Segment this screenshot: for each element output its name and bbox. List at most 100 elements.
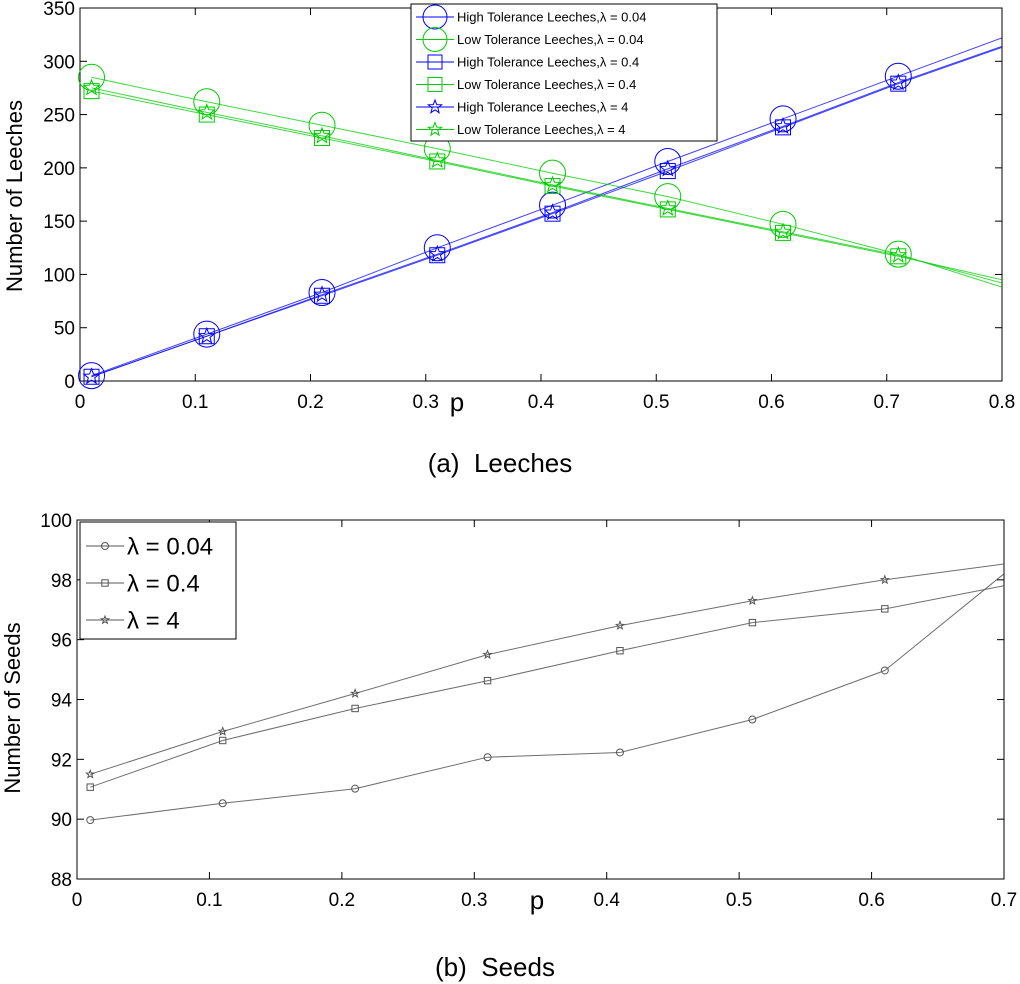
data-point xyxy=(769,105,797,133)
x-tick-label: 0.1 xyxy=(182,392,208,413)
y-tick-label: 250 xyxy=(43,106,75,127)
data-point xyxy=(881,605,889,613)
legend-marker xyxy=(426,121,444,137)
legend-marker xyxy=(427,77,443,92)
seeds-y-axis-label: Number of Seeds xyxy=(0,622,25,793)
y-tick-label: 96 xyxy=(51,631,72,652)
x-tick-label: 0.8 xyxy=(989,392,1015,413)
data-point xyxy=(78,63,106,91)
data-point xyxy=(543,175,562,193)
data-point xyxy=(83,83,100,100)
x-tick-label: 0.2 xyxy=(329,890,355,911)
data-point xyxy=(313,126,331,144)
y-tick-label: 98 xyxy=(51,571,72,592)
data-point xyxy=(429,153,446,170)
y-tick-label: 150 xyxy=(43,212,75,233)
data-point xyxy=(351,704,359,713)
legend-label: Low Tolerance Leeches,λ = 0.4 xyxy=(457,77,636,92)
data-point xyxy=(82,78,101,96)
data-point xyxy=(890,75,907,92)
data-point xyxy=(658,159,677,177)
data-point xyxy=(879,574,890,585)
legend-label: λ = 0.4 xyxy=(127,571,200,598)
series-line-5 xyxy=(91,45,1002,378)
data-point xyxy=(428,244,447,262)
data-point xyxy=(748,618,757,627)
x-tick-label: 0.2 xyxy=(297,392,323,413)
data-point xyxy=(423,234,451,262)
data-point xyxy=(884,62,912,90)
data-point xyxy=(774,116,792,134)
series-line-2 xyxy=(90,585,1004,788)
data-point xyxy=(308,111,336,139)
data-point xyxy=(218,799,227,808)
data-point xyxy=(85,768,96,779)
leeches-caption: (a) Leeches xyxy=(428,448,573,478)
data-point xyxy=(543,203,562,221)
data-point xyxy=(429,247,446,264)
data-point xyxy=(769,210,797,238)
y-tick-label: 300 xyxy=(43,52,75,73)
data-point xyxy=(775,224,792,241)
data-point xyxy=(889,245,908,263)
y-tick-label: 0 xyxy=(64,372,75,393)
data-point xyxy=(615,748,624,757)
data-point xyxy=(349,688,361,698)
data-point xyxy=(748,715,757,724)
legend-marker xyxy=(422,27,448,52)
data-point xyxy=(314,130,331,147)
series-line-1 xyxy=(90,573,1004,821)
y-tick-label: 100 xyxy=(43,265,75,286)
seeds-x-axis-label: p xyxy=(530,885,544,915)
data-point xyxy=(78,362,106,390)
legend-marker xyxy=(426,98,444,114)
data-point xyxy=(544,205,561,222)
data-point xyxy=(659,163,676,180)
series-line-6 xyxy=(91,87,1002,284)
y-tick-label: 50 xyxy=(54,319,75,340)
data-point xyxy=(86,816,95,825)
x-tick-label: 0.7 xyxy=(874,392,900,413)
data-point xyxy=(544,177,561,194)
data-point xyxy=(482,649,493,660)
data-point xyxy=(198,106,215,123)
legend-label: High Tolerance Leeches,λ = 0.4 xyxy=(457,55,639,70)
data-point xyxy=(654,183,682,211)
x-tick-label: 0.1 xyxy=(196,890,222,911)
y-tick-label: 94 xyxy=(51,691,73,712)
data-point xyxy=(539,191,567,219)
y-tick-label: 90 xyxy=(51,810,72,831)
legend-label: λ = 0.04 xyxy=(127,534,213,561)
y-tick-label: 92 xyxy=(51,750,72,771)
data-point xyxy=(775,119,792,136)
legend-marker xyxy=(101,579,109,587)
data-point xyxy=(880,666,889,675)
data-point xyxy=(616,647,624,655)
data-point xyxy=(483,753,492,762)
x-tick-label: 0.6 xyxy=(758,392,784,413)
data-point xyxy=(197,102,216,121)
x-tick-label: 0.4 xyxy=(594,890,621,911)
legend-marker xyxy=(422,4,448,30)
legend-label: High Tolerance Leeches,λ = 0.04 xyxy=(457,10,646,25)
legend-label: High Tolerance Leeches,λ = 4 xyxy=(457,100,628,115)
x-tick-label: 0.3 xyxy=(413,392,439,413)
y-tick-label: 350 xyxy=(43,0,75,20)
series-line-3 xyxy=(90,563,1004,775)
data-point xyxy=(193,320,221,348)
x-tick-label: 0 xyxy=(75,392,86,413)
legend-marker xyxy=(101,542,109,550)
data-point xyxy=(483,676,492,685)
data-point xyxy=(314,287,331,304)
data-point xyxy=(82,367,101,385)
series-line-2 xyxy=(91,76,1002,288)
x-tick-label: 0.5 xyxy=(643,392,669,413)
y-tick-label: 88 xyxy=(51,870,72,891)
data-point xyxy=(197,326,216,344)
data-point xyxy=(654,147,682,175)
legend-label: Low Tolerance Leeches,λ = 0.04 xyxy=(457,32,644,47)
x-tick-label: 0.4 xyxy=(528,392,555,413)
data-point xyxy=(889,73,908,91)
